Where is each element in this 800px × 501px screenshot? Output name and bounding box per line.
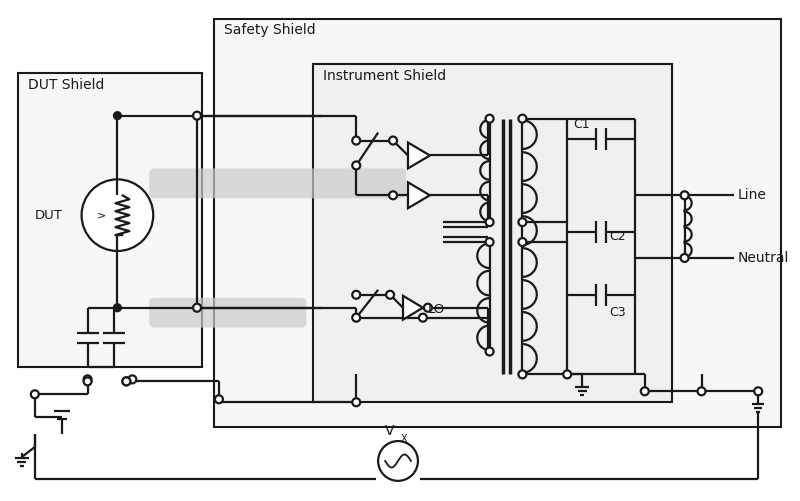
- Circle shape: [114, 112, 121, 119]
- Bar: [314, 64, 672, 402]
- Circle shape: [754, 387, 762, 395]
- Circle shape: [193, 112, 201, 120]
- Circle shape: [424, 304, 432, 312]
- Circle shape: [352, 398, 360, 406]
- Circle shape: [128, 375, 136, 383]
- Circle shape: [486, 115, 494, 123]
- Circle shape: [122, 377, 130, 385]
- Polygon shape: [403, 296, 423, 320]
- Text: Safety Shield: Safety Shield: [224, 23, 315, 37]
- Circle shape: [486, 218, 494, 226]
- Text: DUT: DUT: [35, 209, 62, 221]
- Circle shape: [82, 179, 154, 251]
- FancyBboxPatch shape: [150, 168, 406, 198]
- Circle shape: [352, 161, 360, 169]
- Circle shape: [486, 348, 494, 356]
- Circle shape: [518, 370, 526, 378]
- Bar: [214, 19, 781, 427]
- Circle shape: [486, 238, 494, 246]
- Text: C2: C2: [609, 229, 626, 242]
- Circle shape: [698, 387, 706, 395]
- Circle shape: [681, 254, 689, 262]
- Circle shape: [193, 304, 201, 312]
- Polygon shape: [408, 143, 430, 168]
- Circle shape: [31, 390, 39, 398]
- Text: Neutral: Neutral: [738, 251, 789, 265]
- Circle shape: [352, 291, 360, 299]
- Circle shape: [114, 304, 121, 311]
- Circle shape: [122, 377, 130, 385]
- Circle shape: [352, 137, 360, 144]
- Text: >: >: [97, 210, 106, 220]
- Circle shape: [518, 238, 526, 246]
- Circle shape: [386, 291, 394, 299]
- Circle shape: [641, 387, 649, 395]
- Circle shape: [389, 137, 397, 144]
- Circle shape: [419, 314, 427, 322]
- Circle shape: [83, 377, 91, 385]
- Circle shape: [563, 370, 571, 378]
- FancyBboxPatch shape: [150, 298, 306, 328]
- Text: LO: LO: [428, 303, 445, 316]
- Bar: [18, 73, 202, 367]
- Text: Instrument Shield: Instrument Shield: [323, 69, 446, 83]
- Text: Line: Line: [738, 188, 766, 202]
- Circle shape: [518, 218, 526, 226]
- Polygon shape: [408, 182, 430, 208]
- Text: C3: C3: [609, 306, 626, 319]
- Circle shape: [389, 191, 397, 199]
- Circle shape: [518, 115, 526, 123]
- Circle shape: [83, 375, 91, 383]
- Text: X: X: [401, 434, 408, 444]
- Text: V: V: [386, 424, 395, 438]
- Circle shape: [215, 395, 223, 403]
- Circle shape: [352, 314, 360, 322]
- Circle shape: [378, 441, 418, 481]
- Text: C1: C1: [573, 118, 590, 131]
- Text: DUT Shield: DUT Shield: [28, 78, 104, 92]
- Circle shape: [681, 191, 689, 199]
